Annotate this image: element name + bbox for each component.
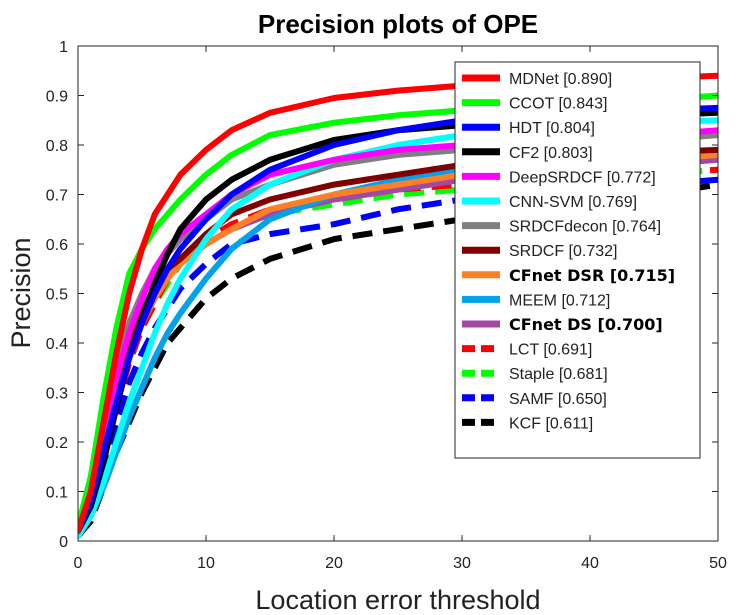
y-tick-label: 0.8	[46, 138, 68, 155]
legend-label-cnn-svm: CNN-SVM [0.769]	[509, 194, 637, 211]
y-tick-label: 0.7	[46, 188, 68, 205]
legend-label-srdcfdecon: SRDCFdecon [0.764]	[509, 219, 661, 236]
x-tick-label: 50	[709, 555, 727, 572]
y-axis-label: Precision	[6, 237, 36, 348]
legend-label-deepsrdcf: DeepSRDCF [0.772]	[509, 169, 656, 186]
legend-label-ccot: CCOT [0.843]	[509, 96, 607, 113]
legend: MDNet [0.890] CCOT [0.843] HDT [0.804] CF2 …	[454, 61, 701, 459]
x-tick-label: 0	[74, 555, 83, 572]
tick-layer: 00.10.20.30.40.50.60.70.80.910 10 20 30 40 50	[46, 39, 727, 572]
legend-label-kcf: KCF [0.611]	[509, 415, 593, 432]
x-axis-label: Location error threshold	[255, 585, 540, 615]
y-tick-label: 0.5	[46, 287, 68, 304]
legend-label-hdt: HDT [0.804]	[509, 120, 595, 137]
x-tick-label: 40	[581, 555, 599, 572]
y-tick-label: 0	[59, 534, 68, 551]
legend-label-srdcf: SRDCF [0.732]	[509, 243, 617, 260]
x-tick-label: 20	[325, 555, 343, 572]
y-tick-label: 0.1	[46, 485, 68, 502]
x-tick-label: 30	[453, 555, 471, 572]
legend-label-meem: MEEM [0.712]	[509, 292, 610, 309]
legend-label-cf2: CF2 [0.803]	[509, 145, 593, 162]
y-tick-label: 0.3	[46, 386, 68, 403]
legend-label-lct: LCT [0.691]	[509, 342, 592, 359]
y-tick-label: 1	[59, 39, 68, 56]
x-tick-label: 10	[197, 555, 215, 572]
y-tick-label: 0.6	[46, 237, 68, 254]
legend-label-samf: SAMF [0.650]	[509, 391, 607, 408]
legend-label-cfnet-dsr: CFnet DSR [0.715]	[509, 266, 675, 285]
legend-label-staple: Staple [0.681]	[509, 366, 608, 383]
legend-label-mdnet: MDNet [0.890]	[509, 71, 612, 88]
y-tick-label: 0.2	[46, 435, 68, 452]
y-tick-label: 0.9	[46, 89, 68, 106]
y-tick-label: 0.4	[46, 336, 68, 353]
legend-label-cfnet-ds: CFnet DS [0.700]	[509, 315, 663, 334]
chart-title: Precision plots of OPE	[258, 9, 538, 39]
